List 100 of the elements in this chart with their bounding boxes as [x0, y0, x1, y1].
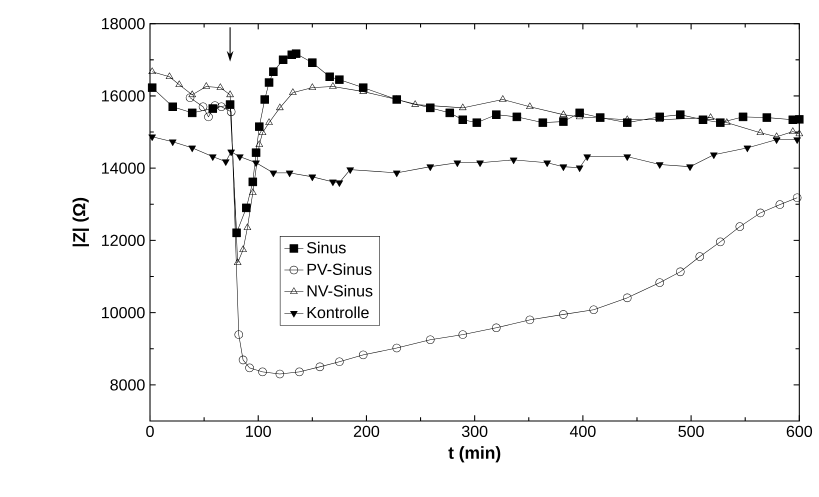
point: [148, 83, 156, 92]
point: [792, 193, 802, 202]
point: [244, 223, 252, 230]
point: [270, 170, 278, 178]
point: [411, 100, 419, 107]
point: [234, 330, 244, 339]
point: [723, 118, 731, 125]
point: [204, 112, 213, 122]
point: [706, 113, 714, 120]
point: [426, 335, 435, 344]
point: [716, 118, 725, 127]
point: [772, 137, 780, 144]
point: [676, 110, 685, 119]
point: [499, 95, 507, 102]
point: [216, 83, 224, 90]
point: [258, 368, 267, 376]
point: [560, 164, 568, 171]
point: [459, 104, 466, 110]
x-tick-label: 100: [246, 426, 271, 438]
legend-label: Kontrolle: [308, 306, 369, 318]
point: [325, 72, 334, 82]
point: [210, 101, 220, 110]
point: [308, 58, 317, 67]
y-tick-label: 8000: [110, 379, 145, 391]
point: [217, 102, 226, 112]
point: [256, 140, 264, 147]
point: [358, 350, 368, 360]
point: [227, 150, 235, 156]
point: [426, 164, 434, 171]
legend-label: Sinus: [307, 242, 346, 254]
point: [796, 130, 804, 136]
point: [316, 362, 324, 372]
point: [560, 110, 568, 117]
point: [249, 188, 257, 195]
x-axis-title: t (min): [448, 446, 500, 462]
point: [736, 222, 744, 231]
point: [329, 82, 337, 89]
point: [236, 154, 244, 161]
point: [168, 102, 178, 112]
point: [538, 118, 548, 127]
point: [716, 238, 725, 246]
point: [186, 93, 194, 102]
point: [226, 100, 234, 109]
point: [526, 102, 534, 110]
point: [454, 160, 462, 167]
point: [232, 228, 241, 238]
point: [710, 152, 718, 160]
point: [276, 104, 284, 110]
point: [175, 80, 183, 87]
point: [289, 88, 297, 95]
point: [476, 160, 484, 167]
point: [392, 344, 402, 352]
point: [336, 180, 344, 187]
point: [278, 56, 288, 64]
point: [239, 246, 247, 252]
y-tick-label: 14000: [102, 162, 145, 174]
point: [793, 137, 801, 144]
point: [543, 160, 551, 167]
point: [426, 104, 435, 112]
point: [148, 67, 156, 74]
point: [589, 305, 598, 314]
point: [756, 208, 765, 218]
y-axis-title: |Z| (Ω): [72, 198, 89, 246]
point: [308, 83, 316, 90]
point: [698, 115, 708, 124]
point: [264, 78, 274, 87]
point: [346, 167, 354, 174]
y-tick-label: 16000: [102, 90, 145, 102]
y-tick-label: 12000: [102, 234, 145, 246]
point: [188, 108, 196, 118]
point: [789, 127, 797, 134]
point: [276, 370, 284, 378]
x-tick-label: 0: [146, 426, 154, 438]
point: [512, 112, 522, 122]
point: [559, 310, 568, 319]
point: [655, 278, 664, 287]
point: [738, 112, 748, 122]
point: [148, 134, 156, 141]
point: [622, 294, 632, 302]
point: [510, 158, 518, 164]
x-tick-label: 500: [678, 426, 704, 438]
point: [188, 146, 196, 152]
point: [208, 104, 218, 113]
point: [269, 67, 278, 76]
point: [458, 115, 468, 124]
legend-label: NV-Sinus: [308, 284, 372, 297]
point: [624, 154, 631, 161]
point: [295, 368, 304, 376]
point: [776, 200, 784, 209]
point: [492, 110, 501, 119]
point: [252, 148, 260, 157]
point: [656, 162, 664, 169]
point: [335, 75, 344, 84]
legend-label: PV-Sinus: [308, 263, 372, 275]
x-tick-label: 300: [462, 426, 488, 438]
point: [292, 49, 300, 58]
x-tick-label: 400: [570, 426, 596, 438]
point: [169, 140, 176, 146]
point: [358, 83, 368, 92]
point: [308, 174, 316, 182]
